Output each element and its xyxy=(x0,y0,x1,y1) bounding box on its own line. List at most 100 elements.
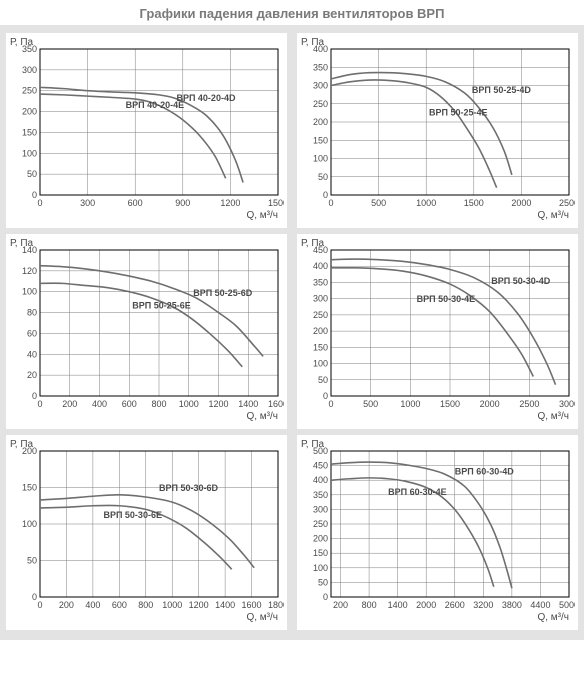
svg-text:0: 0 xyxy=(328,198,333,208)
svg-text:350: 350 xyxy=(313,62,328,72)
svg-text:0: 0 xyxy=(323,391,328,401)
svg-text:3000: 3000 xyxy=(559,399,575,409)
svg-text:200: 200 xyxy=(313,326,328,336)
svg-text:400: 400 xyxy=(313,44,328,54)
svg-text:1800: 1800 xyxy=(268,600,284,610)
svg-text:450: 450 xyxy=(313,245,328,255)
svg-text:40: 40 xyxy=(27,349,37,359)
svg-text:0: 0 xyxy=(323,592,328,602)
svg-text:20: 20 xyxy=(27,370,37,380)
svg-text:350: 350 xyxy=(313,490,328,500)
svg-text:50: 50 xyxy=(318,577,328,587)
svg-text:900: 900 xyxy=(175,198,190,208)
svg-text:120: 120 xyxy=(22,266,37,276)
svg-text:1600: 1600 xyxy=(242,600,262,610)
svg-text:1400: 1400 xyxy=(388,600,408,610)
svg-text:Q, м³/ч: Q, м³/ч xyxy=(537,210,569,221)
svg-text:ВРП 50-30-6E: ВРП 50-30-6E xyxy=(103,510,162,520)
svg-text:200: 200 xyxy=(59,600,74,610)
svg-text:1000: 1000 xyxy=(400,399,420,409)
svg-text:1200: 1200 xyxy=(208,399,228,409)
chart-panel: Р, Па05010015020025030035040045050020080… xyxy=(297,435,578,630)
chart-grid: Р, Па05010015020025030035003006009001200… xyxy=(0,25,584,640)
svg-text:0: 0 xyxy=(32,190,37,200)
svg-text:250: 250 xyxy=(22,86,37,96)
svg-text:1200: 1200 xyxy=(189,600,209,610)
svg-text:0: 0 xyxy=(328,399,333,409)
svg-text:1000: 1000 xyxy=(162,600,182,610)
svg-text:2000: 2000 xyxy=(480,399,500,409)
svg-text:50: 50 xyxy=(27,169,37,179)
svg-text:300: 300 xyxy=(313,294,328,304)
chart-panel: Р, Па05010015020002004006008001000120014… xyxy=(6,435,287,630)
svg-text:200: 200 xyxy=(22,446,37,456)
svg-text:ВРП 50-25-4D: ВРП 50-25-4D xyxy=(472,85,531,95)
svg-text:2000: 2000 xyxy=(416,600,436,610)
svg-text:0: 0 xyxy=(37,399,42,409)
svg-text:400: 400 xyxy=(85,600,100,610)
svg-text:50: 50 xyxy=(318,172,328,182)
svg-text:140: 140 xyxy=(22,245,37,255)
svg-text:150: 150 xyxy=(313,342,328,352)
svg-text:ВРП 60-30-4D: ВРП 60-30-4D xyxy=(455,466,514,476)
svg-text:0: 0 xyxy=(37,600,42,610)
svg-text:500: 500 xyxy=(363,399,378,409)
svg-text:1500: 1500 xyxy=(464,198,484,208)
svg-text:ВРП 50-30-4E: ВРП 50-30-4E xyxy=(417,294,476,304)
svg-text:0: 0 xyxy=(37,198,42,208)
svg-text:2500: 2500 xyxy=(519,399,539,409)
svg-text:Q, м³/ч: Q, м³/ч xyxy=(246,411,278,422)
svg-text:600: 600 xyxy=(128,198,143,208)
svg-text:1500: 1500 xyxy=(268,198,284,208)
svg-text:ВРП 40-20-4D: ВРП 40-20-4D xyxy=(176,93,235,103)
svg-text:200: 200 xyxy=(22,107,37,117)
svg-text:250: 250 xyxy=(313,519,328,529)
svg-text:ВРП 50-25-4E: ВРП 50-25-4E xyxy=(429,107,488,117)
svg-text:ВРП 50-25-6D: ВРП 50-25-6D xyxy=(193,288,252,298)
svg-text:1500: 1500 xyxy=(440,399,460,409)
svg-text:Q, м³/ч: Q, м³/ч xyxy=(537,612,569,623)
svg-text:100: 100 xyxy=(22,148,37,158)
svg-text:1400: 1400 xyxy=(215,600,235,610)
svg-text:1400: 1400 xyxy=(238,399,258,409)
svg-text:1000: 1000 xyxy=(416,198,436,208)
svg-text:200: 200 xyxy=(313,534,328,544)
svg-text:150: 150 xyxy=(313,135,328,145)
svg-text:3200: 3200 xyxy=(473,600,493,610)
svg-text:ВРП 50-30-4D: ВРП 50-30-4D xyxy=(491,276,550,286)
svg-text:300: 300 xyxy=(80,198,95,208)
svg-text:4400: 4400 xyxy=(530,600,550,610)
svg-text:100: 100 xyxy=(313,563,328,573)
svg-text:0: 0 xyxy=(32,391,37,401)
svg-text:100: 100 xyxy=(22,519,37,529)
svg-text:800: 800 xyxy=(362,600,377,610)
svg-text:100: 100 xyxy=(313,154,328,164)
svg-text:250: 250 xyxy=(313,99,328,109)
svg-text:Q, м³/ч: Q, м³/ч xyxy=(246,612,278,623)
svg-text:200: 200 xyxy=(333,600,348,610)
svg-text:800: 800 xyxy=(138,600,153,610)
svg-text:300: 300 xyxy=(22,65,37,75)
svg-text:0: 0 xyxy=(32,592,37,602)
svg-text:200: 200 xyxy=(313,117,328,127)
svg-text:60: 60 xyxy=(27,328,37,338)
svg-text:100: 100 xyxy=(313,359,328,369)
svg-text:400: 400 xyxy=(92,399,107,409)
chart-panel: Р, Па05010015020025030035003006009001200… xyxy=(6,33,287,228)
svg-text:Q, м³/ч: Q, м³/ч xyxy=(537,411,569,422)
svg-text:1600: 1600 xyxy=(268,399,284,409)
svg-text:2600: 2600 xyxy=(445,600,465,610)
svg-text:50: 50 xyxy=(318,375,328,385)
svg-text:100: 100 xyxy=(22,287,37,297)
svg-text:400: 400 xyxy=(313,475,328,485)
svg-text:1200: 1200 xyxy=(220,198,240,208)
svg-text:150: 150 xyxy=(22,483,37,493)
svg-text:2000: 2000 xyxy=(511,198,531,208)
svg-text:2500: 2500 xyxy=(559,198,575,208)
svg-text:800: 800 xyxy=(151,399,166,409)
svg-text:500: 500 xyxy=(313,446,328,456)
svg-text:ВРП 40-20-4E: ВРП 40-20-4E xyxy=(126,100,184,110)
svg-text:ВРП 50-25-6E: ВРП 50-25-6E xyxy=(132,300,191,310)
chart-panel: Р, Па05010015020025030035040005001000150… xyxy=(297,33,578,228)
svg-text:ВРП 60-30-4E: ВРП 60-30-4E xyxy=(388,487,447,497)
